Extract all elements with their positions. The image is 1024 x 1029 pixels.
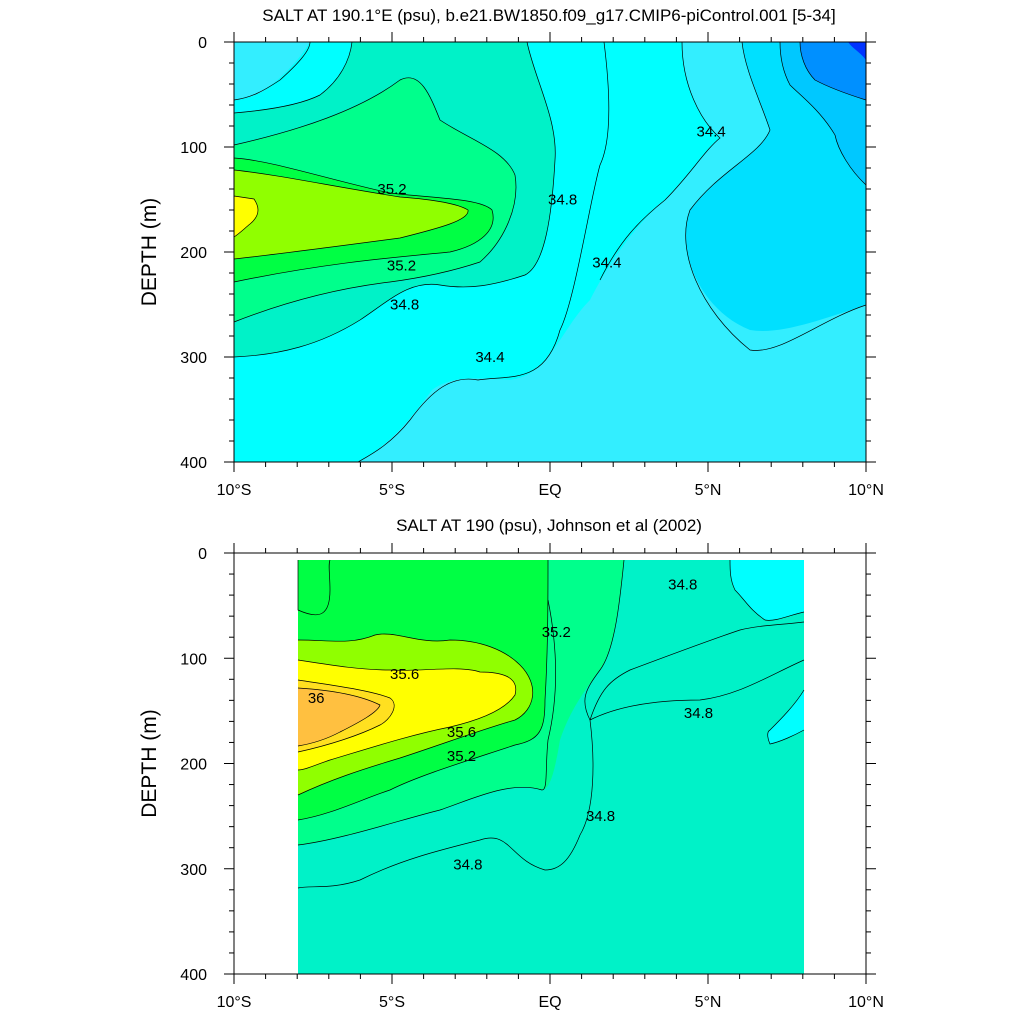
panel1-contour-label: 34.8 [548, 192, 577, 209]
panel2-contour-line [297, 559, 549, 821]
panel1-band-34-2 [800, 42, 866, 100]
panel1-contour-label: 35.2 [387, 258, 416, 275]
panel2-contour-label: 34.8 [668, 577, 697, 594]
panel1-contour-line [779, 41, 867, 186]
panel1-band-34-8 [358, 42, 866, 462]
panel1-contour-line [233, 77, 517, 323]
panel-model: SALT AT 190.1°E (psu), b.e21.BW1850.f09_… [138, 6, 884, 499]
panel1-contour-label: 34.4 [697, 123, 726, 140]
panel2-contour-label: 35.6 [390, 666, 419, 683]
panel1-contour-line [685, 41, 867, 351]
panel1-contour-labels: 35.2 34.8 34.4 35.2 34.4 34.8 34.4 [377, 123, 725, 366]
panel1-contour-label: 35.2 [377, 181, 406, 198]
panel1-contour-line [233, 195, 259, 238]
panel1-contour-line [233, 41, 353, 114]
panel1-band-34-0 [848, 42, 866, 60]
panel1-axes: 10°S 5°S EQ 5°N 10°N 0 100 200 300 400 DEPTH (m) [138, 32, 884, 499]
panel1-x-tick-label: 5°S [379, 482, 405, 499]
panel2-contour-line [297, 633, 534, 796]
panel1-contour-label: 34.4 [592, 255, 621, 272]
panel2-contour-lines [297, 559, 805, 889]
panel1-fill-field [234, 42, 866, 462]
panel2-contour-line [767, 689, 805, 745]
panel1-contour-line [233, 169, 469, 260]
panel1-contour-line [233, 41, 556, 358]
panel2-contour-line [589, 621, 805, 721]
panel2-x-tick-label: 5°N [695, 994, 722, 1011]
panel1-title: SALT AT 190.1°E (psu), b.e21.BW1850.f09_… [262, 6, 835, 25]
panel1-band-left-cyan [234, 42, 310, 100]
panel1-contour-line [233, 41, 311, 101]
panel2-contour-label: 35.2 [542, 624, 571, 641]
panel2-contour-label: 34.8 [684, 705, 713, 722]
panel2-x-tick-label: 10°N [848, 994, 884, 1011]
panel2-contour-label: 35.2 [447, 748, 476, 765]
panel2-contour-line [297, 687, 381, 747]
panel1-y-tick-label: 300 [180, 350, 207, 367]
panel2-band-35-8 [298, 660, 516, 770]
panel2-contour-labels: 34.8 35.2 35.6 36 35.6 35.2 34.8 34.8 34.8 [308, 577, 713, 874]
panel2-y-tick-label: 200 [180, 757, 207, 774]
panel2-contour-line [297, 679, 395, 753]
panel1-y-tick-label: 0 [198, 35, 207, 52]
panel2-contour-line [297, 599, 556, 846]
panel2-fill-field [298, 560, 804, 974]
panel1-contour-line [799, 41, 867, 101]
panel1-x-tick-label: 10°S [217, 482, 252, 499]
panel2-band-36-2 [298, 688, 380, 746]
panel1-y-tick-label: 400 [180, 455, 207, 472]
panel1-contour-line [357, 41, 610, 463]
panel1-x-tick-label: 5°N [695, 482, 722, 499]
panel2-contour-line [589, 659, 805, 721]
panel1-band-36-0 [234, 196, 258, 237]
panel1-band-left-cyan2 [234, 42, 352, 113]
panel1-contour-label: 34.4 [475, 349, 504, 366]
panel1-band-35-8 [234, 170, 469, 259]
panel1-contour-line [599, 41, 721, 281]
panel2-contour-label: 36 [308, 690, 325, 707]
panel2-x-tick-label: EQ [538, 994, 561, 1011]
panel2-y-axis-label: DEPTH (m) [138, 709, 161, 818]
panel2-title: SALT AT 190 (psu), Johnson et al (2002) [396, 516, 702, 535]
panel2-contour-label: 35.6 [447, 724, 476, 741]
panel2-y-tick-label: 100 [180, 651, 207, 668]
panel1-y-tick-label: 100 [180, 140, 207, 157]
panel2-band-34-8b [767, 690, 804, 744]
panel1-contour-label: 34.8 [390, 297, 419, 314]
panel1-x-tick-label: EQ [538, 482, 561, 499]
panel2-contour-line [729, 559, 805, 621]
panel-observed: SALT AT 190 (psu), Johnson et al (2002) [138, 516, 884, 1011]
panel2-y-tick-label: 400 [180, 967, 207, 984]
panel2-contour-label: 34.8 [586, 808, 615, 825]
panel1-y-axis-label: DEPTH (m) [138, 198, 161, 307]
panel2-contour-line [297, 659, 517, 771]
panel1-contour-line [233, 157, 494, 283]
panel2-x-tick-label: 5°S [379, 994, 405, 1011]
panel2-x-tick-label: 10°S [217, 994, 252, 1011]
panel2-contour-line [297, 559, 331, 616]
panel2-axes: 10°S 5°S EQ 5°N 10°N 0 100 200 300 400 DEPTH (m) [138, 543, 884, 1011]
panel1-contour-lines [233, 41, 867, 463]
panel2-y-tick-label: 0 [198, 546, 207, 563]
panel2-contour-line [297, 559, 625, 889]
panel2-y-tick-label: 300 [180, 862, 207, 879]
panel2-contour-label: 34.8 [453, 857, 482, 874]
panel1-y-tick-label: 200 [180, 245, 207, 262]
panel1-x-tick-label: 10°N [848, 482, 884, 499]
